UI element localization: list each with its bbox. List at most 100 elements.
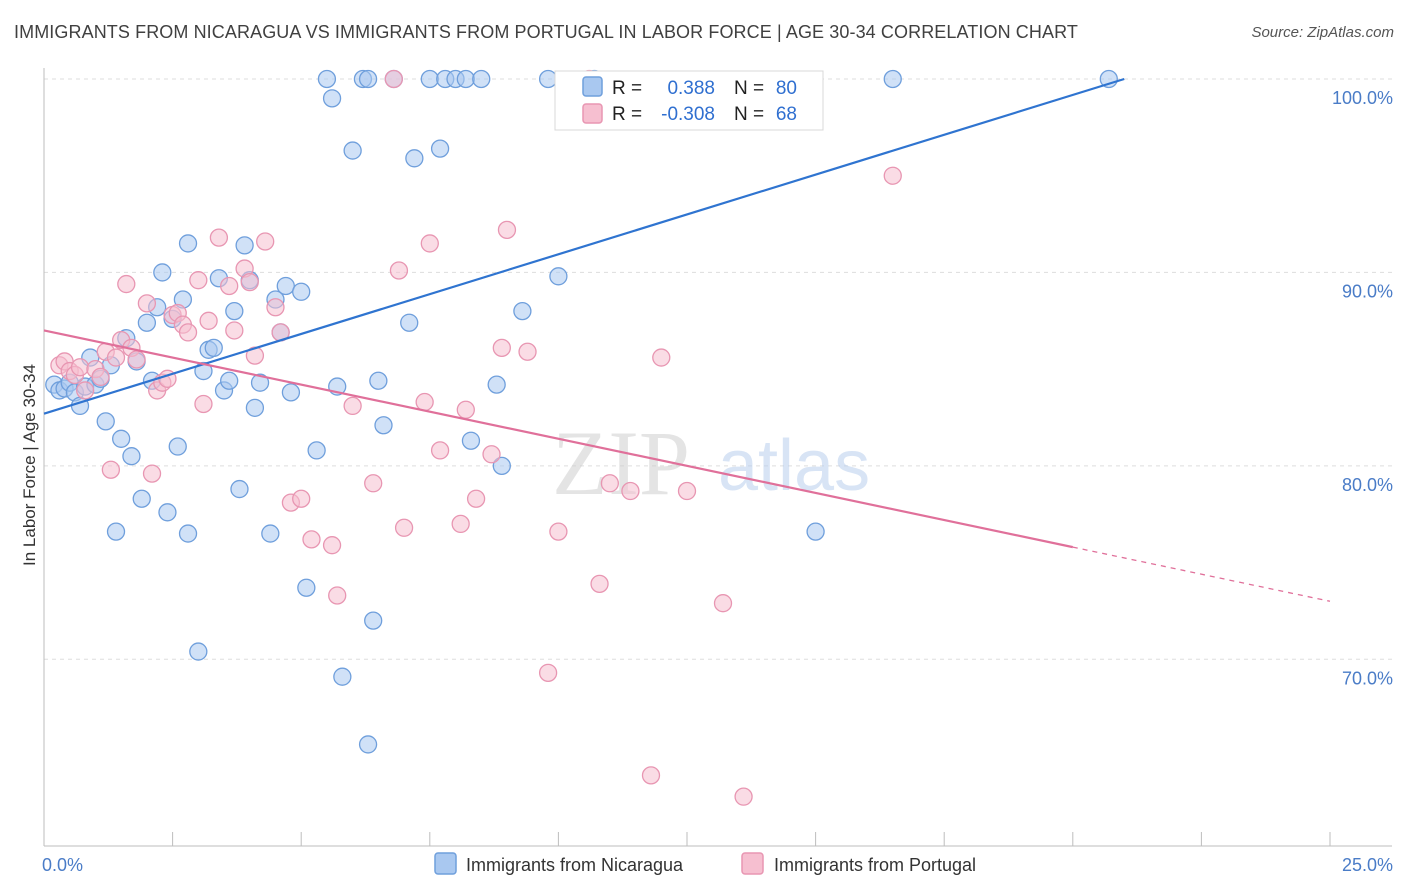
point-portugal	[466, 489, 486, 508]
point-nicaragua	[492, 456, 511, 476]
point-portugal	[677, 481, 697, 501]
point-portugal	[713, 594, 733, 613]
point-portugal	[343, 396, 362, 416]
point-nicaragua	[374, 416, 393, 435]
point-nicaragua	[250, 373, 270, 392]
point-portugal	[415, 392, 434, 412]
point-portugal	[225, 321, 244, 340]
point-portugal	[101, 460, 121, 479]
point-portugal	[302, 530, 321, 549]
point-nicaragua	[106, 522, 126, 541]
point-nicaragua	[317, 69, 337, 89]
point-nicaragua	[281, 383, 301, 402]
legend-r-value-2: -0.308	[661, 104, 715, 125]
point-portugal	[883, 166, 902, 185]
x-tick-label-max: 25.0%	[1342, 855, 1393, 875]
point-nicaragua	[137, 313, 157, 332]
point-portugal	[117, 274, 136, 294]
legend-n-label-2: N =	[734, 104, 764, 125]
chart-title: IMMIGRANTS FROM NICARAGUA VS IMMIGRANTS …	[14, 22, 1078, 42]
watermark-zip: ZIP	[552, 412, 690, 514]
bottom-legend-swatch-portugal	[741, 852, 764, 875]
point-portugal	[641, 766, 661, 785]
point-portugal	[538, 663, 558, 682]
point-portugal	[322, 536, 342, 555]
point-portugal	[652, 348, 671, 367]
point-portugal	[492, 338, 511, 358]
point-nicaragua	[333, 667, 352, 686]
bottom-legend: Immigrants from Nicaragua Immigrants fro…	[434, 852, 976, 875]
trend-line-portugal	[43, 329, 1074, 549]
point-nicaragua	[153, 263, 172, 282]
point-nicaragua	[358, 735, 378, 754]
point-nicaragua	[883, 69, 902, 89]
point-nicaragua	[322, 89, 342, 108]
legend-r-label-2: R =	[612, 104, 642, 125]
point-nicaragua	[292, 282, 311, 301]
legend-n-value-1: 80	[776, 78, 797, 99]
point-portugal	[600, 474, 619, 493]
point-portugal	[245, 346, 265, 365]
trend-line-nicaragua	[43, 77, 1125, 415]
point-nicaragua	[456, 69, 475, 89]
point-portugal	[178, 323, 198, 342]
point-nicaragua	[307, 441, 326, 460]
point-nicaragua	[112, 429, 131, 448]
point-nicaragua	[487, 375, 506, 394]
point-portugal	[189, 271, 208, 290]
point-nicaragua	[189, 642, 208, 661]
point-nicaragua	[513, 301, 532, 321]
x-tick-label-min: 0.0%	[42, 855, 83, 875]
point-nicaragua	[204, 338, 223, 358]
x-tick-labels: 0.0% 25.0%	[42, 855, 1393, 875]
point-portugal	[430, 441, 450, 460]
point-nicaragua	[220, 371, 239, 390]
point-portugal	[220, 276, 239, 296]
point-portugal	[266, 298, 285, 317]
point-portugal	[194, 394, 213, 414]
point-portugal	[106, 348, 126, 367]
y-axis-label: In Labor Force | Age 30-34	[20, 364, 39, 566]
point-nicaragua	[420, 69, 439, 89]
point-portugal	[389, 261, 409, 280]
trend-lines	[43, 77, 1331, 602]
legend-r-value-1: 0.388	[667, 78, 715, 99]
point-nicaragua	[132, 489, 151, 508]
point-nicaragua	[230, 479, 249, 499]
series-portugal-points	[50, 69, 902, 806]
point-portugal	[91, 367, 110, 387]
y-tick-label: 100.0%	[1332, 88, 1393, 108]
point-portugal	[137, 294, 157, 313]
point-nicaragua	[178, 524, 198, 543]
point-portugal	[364, 474, 383, 493]
point-nicaragua	[364, 611, 383, 630]
y-tick-label: 80.0%	[1342, 475, 1393, 495]
point-portugal	[240, 272, 259, 292]
legend-n-value-2: 68	[776, 104, 797, 125]
point-portugal	[420, 234, 439, 253]
point-nicaragua	[194, 361, 213, 381]
gridlines	[44, 78, 1392, 660]
point-portugal	[384, 69, 403, 89]
point-portugal	[142, 464, 162, 483]
point-portugal	[518, 342, 537, 361]
point-portugal	[292, 489, 311, 508]
point-portugal	[328, 586, 347, 605]
point-nicaragua	[369, 371, 388, 390]
legend-swatch-nicaragua	[582, 76, 603, 97]
point-nicaragua	[343, 141, 362, 160]
point-nicaragua	[276, 276, 295, 296]
bottom-legend-swatch-nicaragua	[434, 852, 457, 875]
point-nicaragua	[538, 69, 558, 89]
point-nicaragua	[158, 503, 177, 522]
bottom-legend-label-nicaragua: Immigrants from Nicaragua	[466, 855, 684, 875]
y-tick-labels: 70.0% 80.0% 90.0% 100.0%	[1332, 88, 1393, 688]
point-nicaragua	[400, 313, 419, 332]
axes	[43, 68, 1392, 847]
point-nicaragua	[245, 398, 265, 417]
point-nicaragua	[96, 412, 115, 431]
chart-source: Source: ZipAtlas.com	[1251, 24, 1394, 41]
point-nicaragua	[235, 236, 254, 255]
zipatlas-watermark: ZIP atlas	[552, 412, 870, 514]
